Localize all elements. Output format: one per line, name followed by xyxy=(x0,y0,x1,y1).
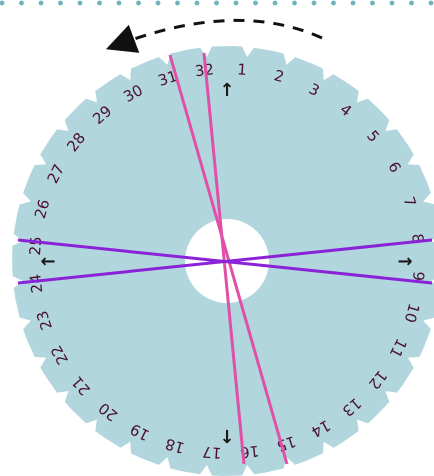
slot-label-9: 9 xyxy=(409,271,428,282)
border-dot xyxy=(58,0,63,6)
slot-label-26: 26 xyxy=(31,197,54,220)
border-dot xyxy=(370,0,375,6)
strand-pink-31-15 xyxy=(168,54,289,465)
strand-pink-32-16 xyxy=(202,52,246,465)
border-dot xyxy=(175,0,180,6)
border-dot xyxy=(331,0,336,6)
border-dot xyxy=(253,0,258,6)
border-dot xyxy=(0,0,5,6)
slot-label-24: 24 xyxy=(26,273,46,294)
arrow-right-icon: → xyxy=(397,251,412,272)
strand-purple-24-9 xyxy=(17,238,433,285)
arrow-up-icon: ↑ xyxy=(219,80,234,101)
top-dotted-border xyxy=(0,0,434,6)
border-dot xyxy=(155,0,161,6)
border-dot xyxy=(233,0,239,6)
border-dot xyxy=(136,0,141,6)
arrow-left-icon: ← xyxy=(40,251,55,272)
border-dot xyxy=(77,0,83,6)
border-dot xyxy=(116,0,122,6)
border-dot xyxy=(409,0,414,6)
border-dot xyxy=(97,0,102,6)
border-dot xyxy=(194,0,200,6)
rotation-arrow xyxy=(105,18,323,53)
slot-label-8: 8 xyxy=(408,233,427,245)
border-dot xyxy=(428,0,434,6)
slot-label-2: 2 xyxy=(272,66,286,86)
border-dot xyxy=(292,0,297,6)
border-dot xyxy=(38,0,44,6)
slot-label-18: 18 xyxy=(163,435,186,458)
border-dot xyxy=(311,0,317,6)
arrow-down-icon: ↓ xyxy=(219,427,234,448)
border-dot xyxy=(389,0,395,6)
border-dot xyxy=(272,0,278,6)
slot-label-17: 17 xyxy=(202,443,222,462)
slot-label-1: 1 xyxy=(237,60,248,79)
border-dot xyxy=(350,0,356,6)
border-dot xyxy=(214,0,219,6)
slot-label-10: 10 xyxy=(401,301,424,324)
border-dot xyxy=(19,0,24,6)
slot-label-23: 23 xyxy=(33,308,56,332)
strands xyxy=(17,52,433,465)
